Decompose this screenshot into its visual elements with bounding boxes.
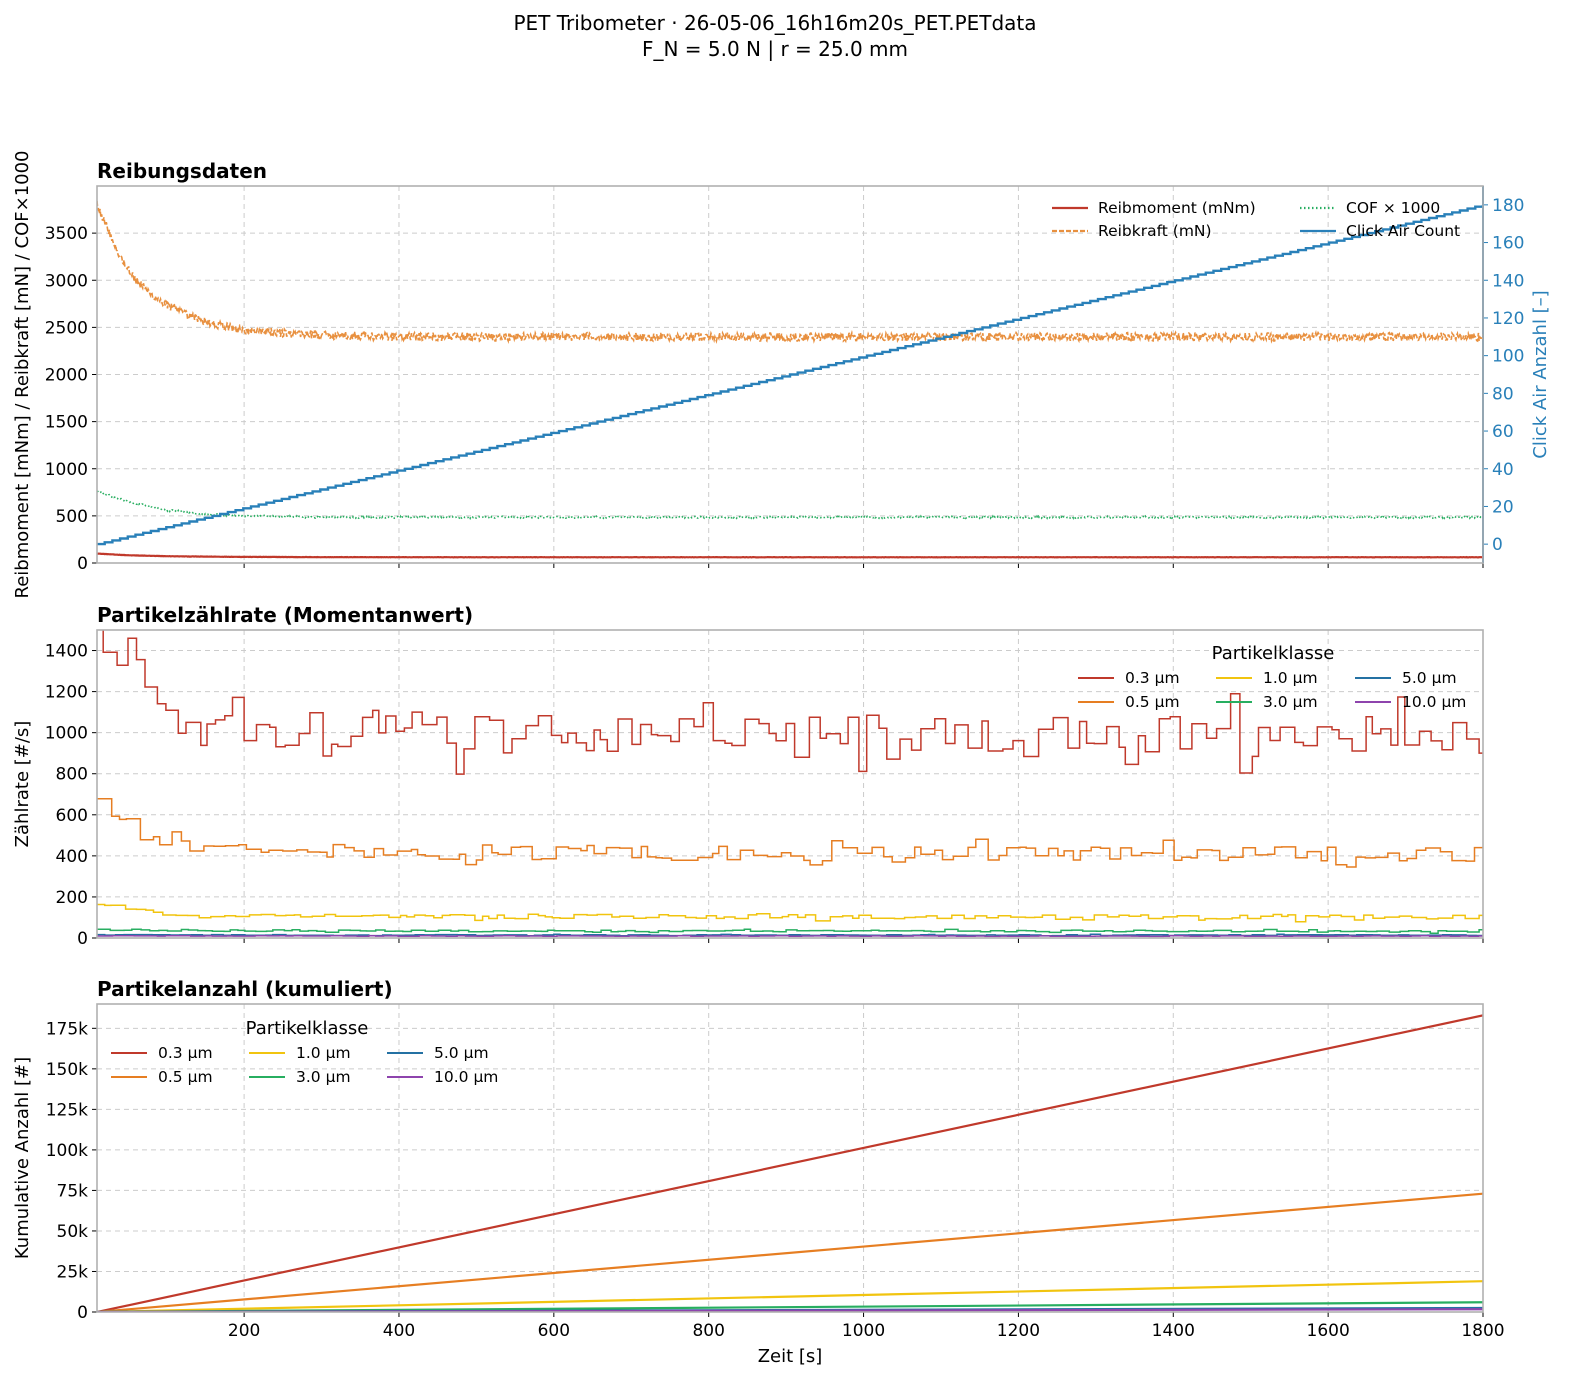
y2-tick-label: 180 — [1492, 196, 1524, 216]
series-reibkraft-mn — [97, 200, 1483, 345]
y-tick-label: 1000 — [45, 460, 88, 480]
y-tick-label: 200 — [56, 888, 88, 908]
x-tick-label: 1400 — [1152, 1321, 1195, 1341]
legend: Partikelklasse 0.3 µm 0.5 µm 1.0 µm 3.0 µm 5.… — [1078, 643, 1466, 711]
plot-frame — [96, 629, 1484, 939]
x-tick-label: 1800 — [1461, 1321, 1504, 1341]
legend-label: 3.0 µm — [296, 1068, 351, 1086]
legend-label: Reibmoment (mNm) — [1098, 199, 1256, 217]
x-tick-label: 1200 — [997, 1321, 1040, 1341]
y-tick-label: 25k — [57, 1262, 89, 1282]
series-10-0-m — [97, 934, 1483, 938]
series-reibmoment-mnm — [97, 552, 1483, 559]
y-tick-label: 3000 — [45, 271, 88, 291]
legend-label: Reibkraft (mN) — [1098, 222, 1212, 240]
y-tick-label: 75k — [57, 1181, 89, 1201]
y-tick-label: 175k — [46, 1019, 88, 1039]
y-tick-label: 1500 — [45, 413, 88, 433]
legend-label: Click Air Count — [1346, 222, 1460, 240]
legend-label: 1.0 µm — [296, 1044, 351, 1062]
y2-tick-label: 160 — [1492, 234, 1524, 254]
legend-label: 10.0 µm — [1402, 693, 1466, 711]
x-tick-label: 800 — [692, 1321, 724, 1341]
y2-tick-label: 60 — [1492, 422, 1514, 442]
y-tick-label: 500 — [56, 507, 88, 527]
y2-tick-label: 80 — [1492, 384, 1514, 404]
y-tick-label: 800 — [56, 765, 88, 785]
y2-tick-label: 20 — [1492, 497, 1514, 517]
panel-1: Reibungsdaten050010001500200025003000350… — [12, 150, 1551, 598]
y-tick-label: 150k — [46, 1060, 88, 1080]
plot-area — [97, 630, 1483, 938]
panel-title: Reibungsdaten — [97, 159, 267, 183]
legend-label: 0.3 µm — [1125, 669, 1180, 687]
y-tick-label: 3500 — [45, 224, 88, 244]
series-0-3-m — [102, 630, 1483, 775]
x-tick-label: 200 — [228, 1321, 260, 1341]
series-0-5-m — [97, 1192, 1483, 1312]
y-tick-label: 600 — [56, 806, 88, 826]
legend-label: 0.5 µm — [1125, 693, 1180, 711]
x-tick-label: 1000 — [842, 1321, 885, 1341]
y-tick-label: 400 — [56, 847, 88, 867]
series-0-3-m — [97, 1014, 1483, 1312]
panel-3: Partikelanzahl (kumuliert) 0 25k 50k 75k 100k… — [12, 977, 1505, 1367]
plot-frame — [96, 185, 1484, 564]
y-tick-label: 50k — [57, 1222, 89, 1242]
legend-label: 0.3 µm — [158, 1044, 213, 1062]
x-tick-label: 400 — [383, 1321, 415, 1341]
y-tick-label: 2000 — [45, 366, 88, 386]
plot-area — [97, 200, 1483, 559]
plot-frame — [96, 1003, 1484, 1313]
y2-tick-label: 0 — [1492, 535, 1503, 555]
legend-title: Partikelklasse — [1212, 643, 1335, 664]
legend-label: COF × 1000 — [1346, 199, 1440, 217]
y-tick-label: 0 — [77, 1303, 88, 1323]
panel-title: Partikelzählrate (Momentanwert) — [97, 603, 473, 627]
y2-tick-label: 120 — [1492, 309, 1524, 329]
y2-tick-label: 100 — [1492, 347, 1524, 367]
y2-axis-label: Click Air Anzahl [–] — [1530, 290, 1551, 458]
legend-label: 5.0 µm — [434, 1044, 489, 1062]
series-0-5-m — [97, 798, 1483, 868]
series-click-air-count — [97, 204, 1483, 546]
panel-title: Partikelanzahl (kumuliert) — [97, 977, 393, 1001]
series-1-0-m — [97, 903, 1483, 923]
legend: Reibmoment (mNm) Reibkraft (mN) COF × 1000… — [1052, 199, 1460, 240]
y-tick-label: 1200 — [45, 683, 88, 703]
y-tick-label: 125k — [46, 1100, 88, 1120]
y-axis-label: Reibmoment [mNm] / Reibkraft [mN] / COF×… — [12, 150, 33, 598]
x-tick-label: 600 — [538, 1321, 570, 1341]
x-tick-label: 1600 — [1307, 1321, 1350, 1341]
y-tick-label: 0 — [77, 554, 88, 574]
y-tick-label: 0 — [77, 929, 88, 949]
legend-label: 10.0 µm — [434, 1068, 498, 1086]
figure-title-line1: PET Tribometer · 26-05-06_16h16m20s_PET.… — [513, 11, 1036, 35]
y-tick-label: 1400 — [45, 642, 88, 662]
legend-title: Partikelklasse — [246, 1018, 369, 1039]
legend-label: 1.0 µm — [1263, 669, 1318, 687]
chart-panels: Reibungsdaten050010001500200025003000350… — [12, 150, 1551, 1367]
y-tick-label: 1000 — [45, 724, 88, 744]
y-axis-label: Kumulative Anzahl [#] — [12, 1057, 33, 1259]
legend-label: 3.0 µm — [1263, 693, 1318, 711]
y-tick-label: 100k — [46, 1141, 88, 1161]
y-axis-label: Zählrate [#/s] — [12, 721, 33, 848]
figure-title-line2: F_N = 5.0 N | r = 25.0 mm — [642, 37, 908, 61]
y-tick-label: 2500 — [45, 318, 88, 338]
x-axis-label: Zeit [s] — [758, 1346, 823, 1367]
y2-tick-label: 40 — [1492, 460, 1514, 480]
legend: Partikelklasse 0.3 µm 0.5 µm 1.0 µm 3.0 µm 5.… — [111, 1018, 498, 1086]
series-3-0-m — [97, 928, 1483, 934]
y2-tick-label: 140 — [1492, 271, 1524, 291]
legend-label: 0.5 µm — [158, 1068, 213, 1086]
series-1-0-m — [97, 1280, 1483, 1312]
legend-label: 5.0 µm — [1402, 669, 1457, 687]
panel-2: Partikelzählrate (Momentanwert) 0 200 400 60… — [12, 603, 1484, 949]
